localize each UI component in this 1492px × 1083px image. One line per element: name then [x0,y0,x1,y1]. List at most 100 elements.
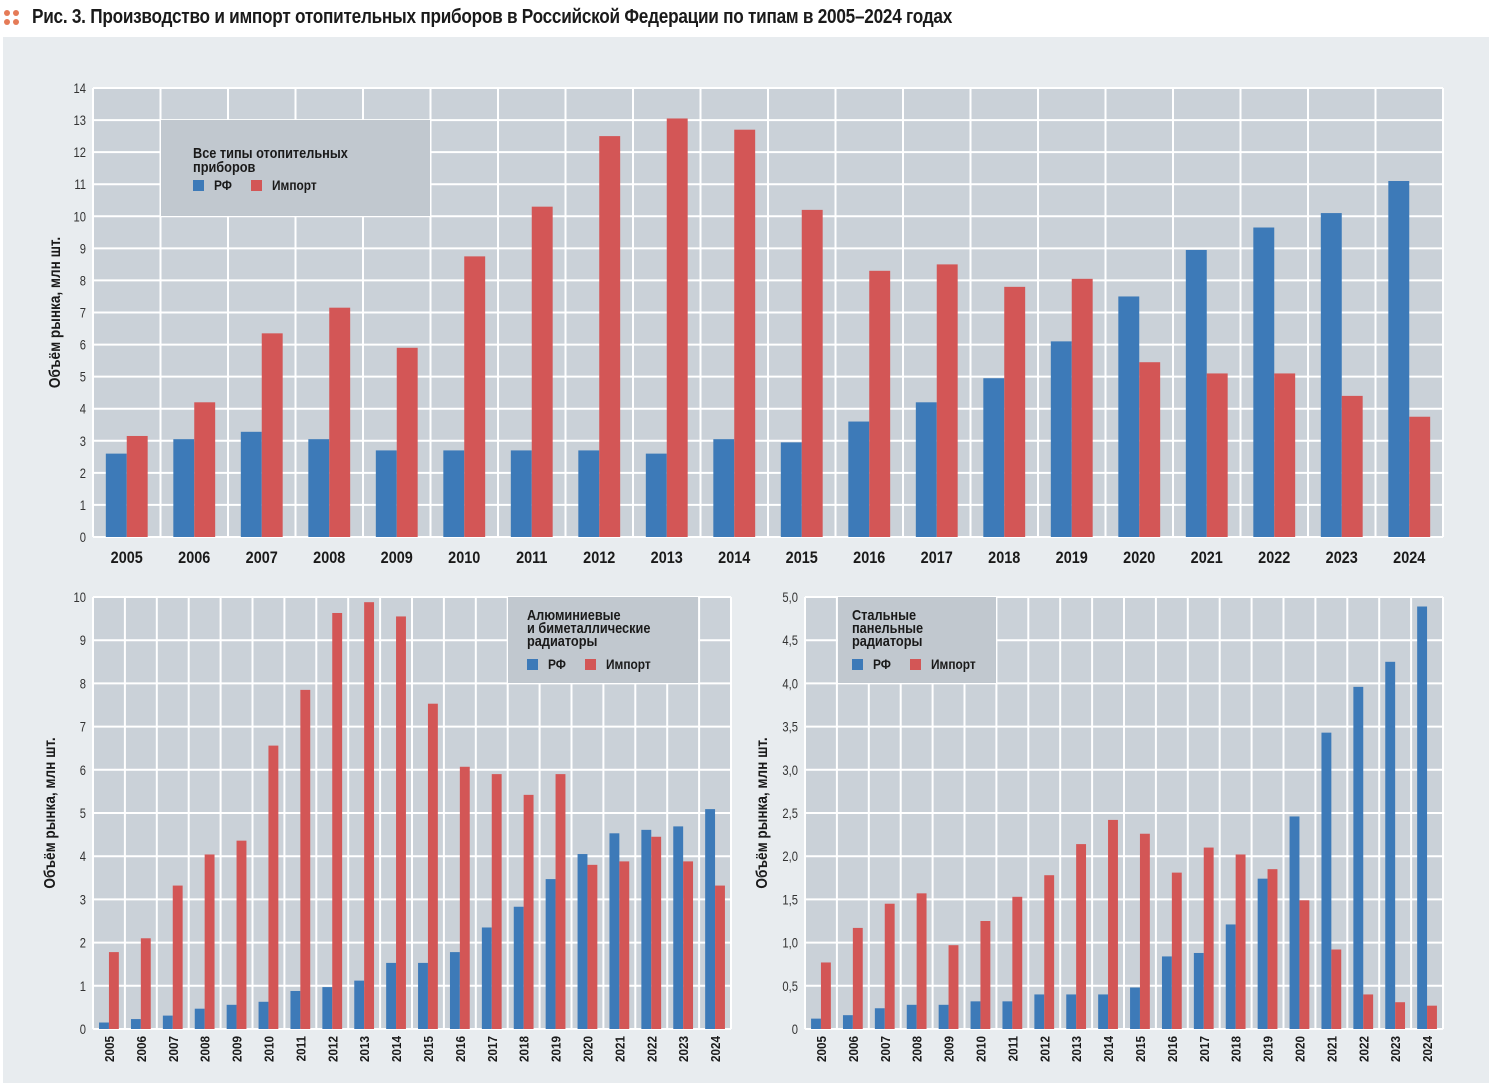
x-tick-label: 2011 [1006,1036,1021,1061]
bar-rf-2008 [308,439,330,537]
x-tick-label: 2016 [453,1036,468,1062]
y-tick-label: 3 [80,892,86,907]
y-tick-label: 7 [80,719,86,734]
y-tick-label: 1,5 [782,892,798,907]
bar-import-2006 [140,938,151,1029]
bar-rf-2014 [386,962,397,1029]
x-tick-label: 2006 [134,1036,149,1062]
legend-title: панельные [852,619,923,636]
x-tick-label: 2013 [358,1036,373,1062]
bar-import-2015 [427,703,438,1029]
x-tick-label: 2010 [448,549,480,567]
x-tick-label: 2023 [677,1036,692,1062]
y-tick-label: 5 [80,369,86,384]
x-tick-label: 2011 [516,549,548,567]
bar-import-2006 [852,927,863,1029]
x-tick-label: 2017 [1197,1036,1212,1062]
y-tick-label: 3,5 [782,719,798,734]
x-tick-label: 2007 [166,1036,181,1062]
bar-rf-2023 [1320,213,1342,538]
x-tick-label: 2014 [718,549,750,567]
y-tick-label: 4,5 [782,633,798,648]
bar-rf-2005 [811,1018,821,1029]
bar-import-2012 [1044,875,1055,1029]
bar-import-2016 [1171,872,1182,1029]
x-tick-label: 2010 [262,1036,277,1062]
x-tick-label: 2022 [645,1036,660,1062]
bar-rf-2007 [162,1015,173,1029]
bar-import-2011 [531,206,553,537]
bar-import-2010 [268,745,279,1029]
bar-import-2009 [948,945,959,1029]
chart-steel-panel: 0 0,5 1,0 1,5 2,0 2,5 3,0 3,5 4,0 4,5 5,0 Стальныеп… [754,590,1444,1062]
x-tick-label: 2013 [1070,1036,1085,1062]
legend-title: радиаторы [852,632,922,649]
y-tick-label: 0,5 [782,979,798,994]
bar-rf-2006 [173,439,195,537]
x-tick-label: 2005 [102,1036,117,1062]
bar-rf-2008 [906,1004,917,1029]
bar-rf-2010 [258,1001,269,1029]
x-tick-label: 2005 [111,549,143,567]
bar-import-2017 [1203,847,1214,1029]
bar-import-2023 [1341,395,1363,537]
bar-rf-2010 [443,450,465,537]
x-tick-label: 2011 [294,1036,309,1061]
bar-rf-2023 [1385,661,1396,1029]
y-tick-label: 2 [80,935,86,950]
bar-rf-2017 [1193,952,1204,1029]
bar-import-2015 [1139,833,1150,1029]
bar-import-2024 [1427,1005,1437,1029]
bar-import-2022 [1363,994,1374,1029]
bar-rf-2024 [705,809,716,1029]
y-tick-label: 14 [74,81,86,96]
bar-import-2018 [523,794,534,1029]
bar-rf-2005 [105,453,127,537]
x-tick-label: 2021 [1191,549,1223,567]
bar-import-2010 [464,256,486,537]
y-tick-label: 7 [80,305,86,320]
bar-rf-2005 [99,1022,109,1029]
bar-import-2007 [172,885,183,1029]
legend-box [161,120,430,216]
x-tick-label: 2008 [198,1036,213,1062]
x-tick-label: 2020 [1293,1036,1308,1062]
y-tick-label: 5 [80,806,86,821]
y-axis-title: Объём рынка, млн шт. [754,737,771,888]
legend-box [508,597,698,683]
bar-import-2020 [1299,900,1310,1029]
bar-import-2014 [396,616,406,1029]
x-tick-label: 2009 [942,1036,957,1062]
legend-label: Импорт [272,177,317,193]
x-tick-label: 2014 [389,1036,404,1062]
bar-import-2014 [734,129,756,537]
bar-import-2012 [332,612,343,1029]
x-tick-label: 2012 [583,549,615,567]
bar-rf-2006 [842,1015,853,1029]
bar-rf-2023 [673,826,684,1029]
bar-rf-2016 [449,952,460,1029]
bar-import-2013 [666,118,688,537]
legend-label: РФ [548,656,566,672]
bar-import-2014 [1108,819,1118,1029]
y-tick-label: 1 [80,979,86,994]
bar-import-2010 [980,921,991,1029]
legend-swatch-rf [193,180,204,191]
x-tick-label: 2024 [708,1036,723,1062]
legend-swatch-rf [852,659,863,670]
bar-rf-2022 [1353,686,1364,1029]
bar-rf-2021 [609,833,620,1029]
x-tick-label: 2022 [1258,549,1290,567]
bar-rf-2017 [481,927,492,1029]
bar-import-2024 [715,885,725,1029]
bar-rf-2012 [578,450,600,537]
x-tick-label: 2016 [1165,1036,1180,1062]
x-tick-label: 2005 [814,1036,829,1062]
bar-rf-2014 [713,439,735,537]
bar-rf-2006 [130,1019,141,1029]
y-tick-label: 3 [80,434,86,449]
bar-import-2020 [1139,362,1161,537]
legend-label: РФ [214,177,232,193]
x-tick-label: 2021 [613,1036,628,1062]
